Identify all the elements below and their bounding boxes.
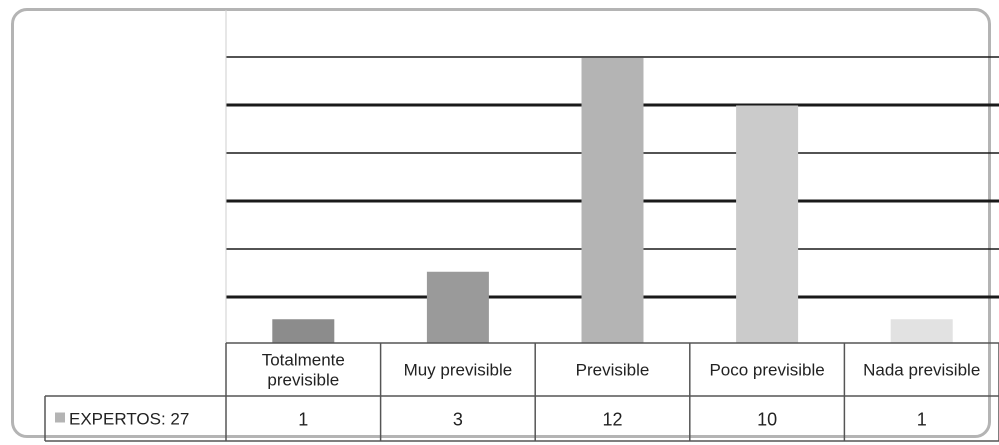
data-label: 3 (453, 410, 463, 430)
legend-series-name: EXPERTOS: 27 (69, 410, 189, 429)
bars (272, 58, 953, 343)
chart-frame (11, 8, 991, 438)
bar-4 (736, 105, 799, 343)
bar-3 (581, 58, 644, 343)
bar-5 (890, 319, 953, 343)
data-label: 12 (602, 410, 622, 430)
category-label: Previsible (576, 361, 650, 380)
data-table: Totalmente previsible Muy previsible Previs… (44, 342, 999, 442)
bar-1 (272, 319, 335, 343)
bar-2 (426, 271, 489, 343)
category-label: Poco previsible (709, 361, 824, 380)
category-label: Muy previsible (404, 361, 513, 380)
data-label: 1 (298, 410, 308, 430)
category-label: Nada previsible (863, 361, 980, 380)
legend-marker (55, 412, 65, 423)
category-label: Totalmente previsible (262, 351, 345, 390)
data-label: 10 (757, 410, 777, 430)
data-label: 1 (917, 410, 927, 430)
